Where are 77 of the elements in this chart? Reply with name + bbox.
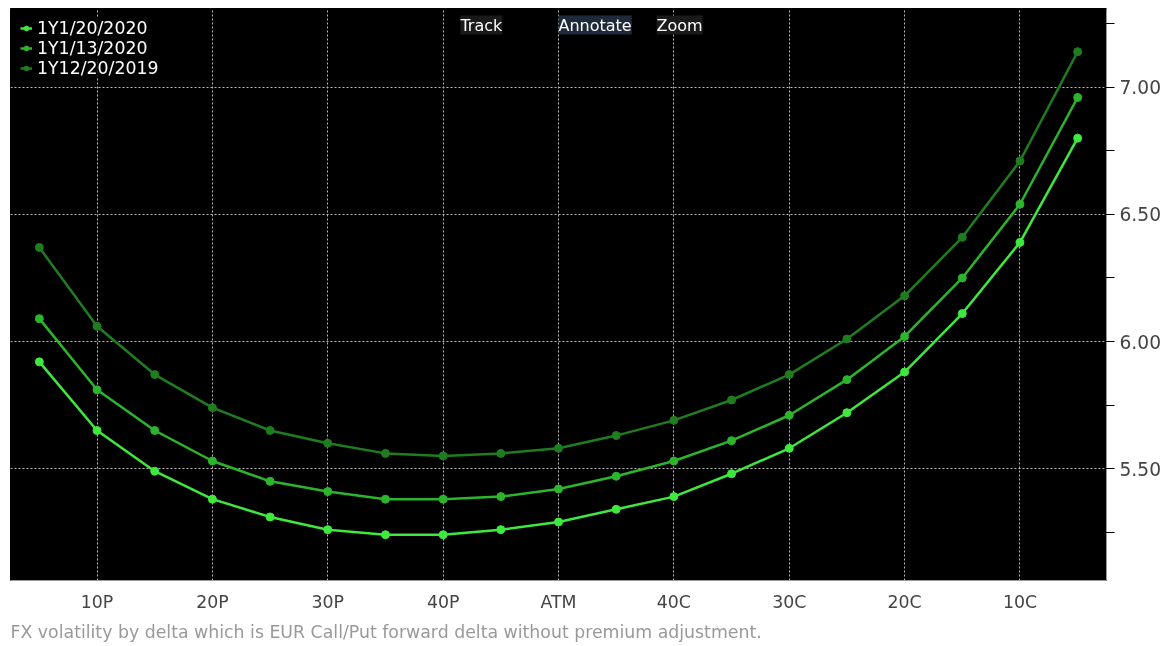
point xyxy=(900,291,910,301)
x-tick-label: 10C xyxy=(1002,591,1038,612)
point xyxy=(380,448,390,458)
point xyxy=(438,494,448,504)
point xyxy=(669,456,679,466)
x-tick-label: 20C xyxy=(887,591,922,612)
x-tick-label: 20P xyxy=(196,591,229,612)
point xyxy=(92,321,102,331)
annotation: Annotate xyxy=(558,15,632,35)
legend-label: 1Y1/20/2020 xyxy=(37,18,148,38)
x-tick-label: 10P xyxy=(80,591,114,612)
point xyxy=(1073,133,1083,143)
point xyxy=(1073,47,1083,57)
point xyxy=(900,331,910,341)
point xyxy=(34,357,44,367)
point xyxy=(727,395,737,405)
point xyxy=(554,517,563,527)
point xyxy=(669,492,679,502)
point xyxy=(323,525,333,535)
point xyxy=(842,375,852,385)
point xyxy=(380,530,390,540)
point xyxy=(496,525,506,535)
text: FX volatility by delta which is EUR Call/Put forward delta without premium adjustment. xyxy=(10,621,762,642)
point xyxy=(1015,156,1025,166)
y-tick-label: 7.00 xyxy=(1119,77,1162,99)
point xyxy=(727,436,737,446)
y-tick-label: 5.50 xyxy=(1119,458,1162,480)
annotation: Track xyxy=(459,15,504,35)
point xyxy=(207,403,217,413)
point xyxy=(34,314,44,324)
annotation: Zoom xyxy=(656,15,703,35)
point xyxy=(669,415,679,425)
point xyxy=(265,476,275,486)
point xyxy=(92,385,102,395)
point xyxy=(34,242,44,252)
point xyxy=(611,504,621,514)
point xyxy=(611,431,621,441)
point xyxy=(150,466,160,476)
y-tick-label: 6.00 xyxy=(1119,331,1162,353)
point xyxy=(150,426,160,435)
legend-label: 1Y12/20/2019 xyxy=(37,58,159,78)
point xyxy=(957,232,967,242)
point xyxy=(1073,92,1083,102)
point xyxy=(323,438,333,448)
point xyxy=(900,367,910,377)
x-tick-label: 40C xyxy=(656,591,691,612)
point xyxy=(265,426,275,435)
point xyxy=(957,309,967,319)
point xyxy=(784,410,794,420)
point xyxy=(438,451,448,461)
point xyxy=(207,456,217,466)
point xyxy=(784,443,794,453)
point xyxy=(323,487,333,497)
point xyxy=(150,370,160,380)
point xyxy=(957,273,967,283)
point xyxy=(611,471,621,481)
point xyxy=(1015,237,1025,247)
point xyxy=(554,484,563,494)
point xyxy=(842,334,852,344)
point xyxy=(496,492,506,502)
point xyxy=(727,469,737,479)
point xyxy=(438,530,448,540)
x-tick-label: 40P xyxy=(426,591,460,612)
point xyxy=(92,426,102,435)
point xyxy=(380,494,390,504)
point xyxy=(1015,199,1025,209)
legend-label: 1Y1/13/2020 xyxy=(37,38,148,58)
point xyxy=(265,512,275,522)
point xyxy=(207,494,217,504)
x-tick-label: 30P xyxy=(311,591,345,612)
y-tick-label: 6.50 xyxy=(1119,204,1162,226)
x-tick-label: 30C xyxy=(772,591,807,612)
point xyxy=(784,370,794,380)
point xyxy=(496,448,506,458)
point xyxy=(554,443,563,453)
x-tick-label: ATM xyxy=(540,591,577,612)
point xyxy=(842,408,852,418)
